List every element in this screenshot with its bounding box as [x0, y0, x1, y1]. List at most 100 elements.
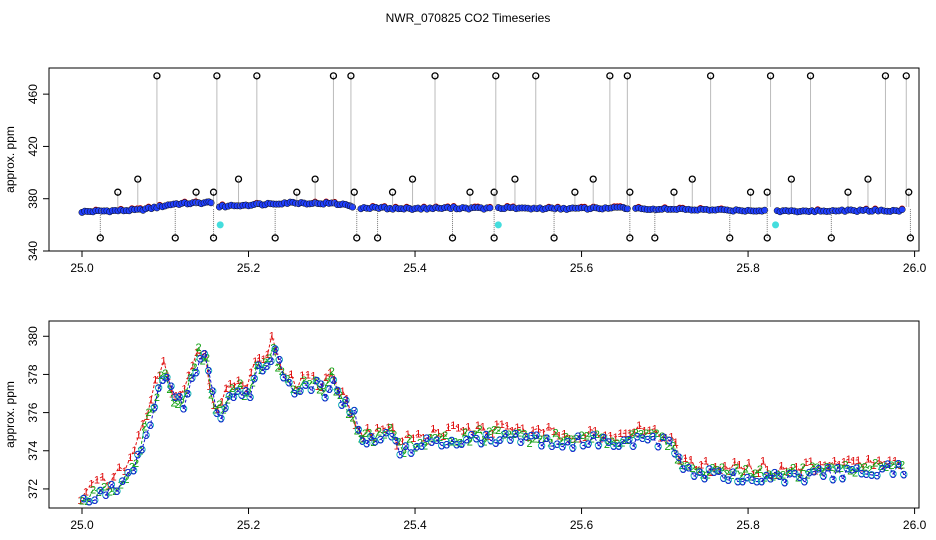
- series-point-label: 1: [602, 430, 608, 442]
- series-point-label: 1: [352, 420, 358, 432]
- series-point-circle: [179, 405, 188, 413]
- series-point-label: 3: [160, 375, 166, 387]
- series-point-circle: [363, 439, 371, 448]
- series-point-label: 2: [511, 429, 517, 441]
- series-point-circle: [615, 442, 623, 450]
- series-point-circle: [599, 433, 608, 442]
- series-point-label: 1: [244, 383, 250, 395]
- series-point-circle: [246, 393, 254, 401]
- series-point-label: 3: [858, 468, 864, 480]
- series-point-label: 1: [520, 423, 526, 435]
- series-point-label: 2: [295, 385, 301, 397]
- series-point-label: 2: [766, 469, 772, 481]
- series-point-label: 1: [582, 432, 588, 444]
- series-point-circle: [594, 441, 603, 449]
- series-point-label: 2: [558, 436, 564, 448]
- spike-marker: [606, 72, 614, 80]
- spike-marker: [787, 175, 796, 183]
- series-point-label: 1: [525, 432, 531, 444]
- spike-marker: [864, 175, 872, 183]
- series-point-label: 3: [143, 430, 149, 442]
- series-point-label: 3: [403, 441, 409, 453]
- series-point-label: 3: [606, 437, 612, 449]
- series-point-label: 1: [256, 352, 262, 364]
- series-point-circle: [638, 434, 647, 442]
- series-point-label: 3: [205, 366, 211, 378]
- series-point-circle: [563, 437, 572, 446]
- series-point-label: 2: [316, 385, 322, 397]
- series-point-label: 3: [326, 384, 332, 396]
- series-point-label: 3: [292, 389, 298, 401]
- series-point-label: 2: [506, 429, 512, 441]
- series-point-label: 3: [544, 433, 550, 445]
- series-point-circle: [684, 463, 693, 472]
- series-point-circle: [333, 386, 342, 395]
- series-point-circle: [506, 436, 515, 444]
- series-point-circle: [437, 441, 446, 450]
- series-point-label: 2: [447, 437, 453, 449]
- series-point-label: 2: [187, 373, 193, 385]
- series-point-label: 3: [81, 493, 87, 505]
- spike-marker: [844, 188, 852, 196]
- series-point-label: 2: [568, 434, 574, 446]
- series-point-label: 3: [740, 476, 746, 488]
- series-point-circle: [350, 406, 358, 415]
- series-point-circle: [129, 466, 138, 475]
- series-point-label: 2: [819, 466, 825, 478]
- series-point-label: 3: [297, 386, 303, 398]
- series-point-label: 2: [852, 468, 858, 480]
- series-point-circle: [150, 403, 159, 411]
- series-point-label: 1: [260, 354, 266, 366]
- series-point-circle: [690, 472, 698, 480]
- series-point-label: 3: [318, 379, 324, 391]
- dip-marker: [373, 234, 382, 242]
- x-tick-label: 25.2: [237, 261, 261, 275]
- series-point-label: 1: [798, 467, 804, 479]
- series-point-label: 2: [442, 430, 448, 442]
- series-point-circle: [221, 404, 229, 412]
- series-point-label: 2: [775, 469, 781, 481]
- series-point-label: 1: [731, 457, 737, 469]
- series-point-circle: [589, 431, 598, 439]
- spike-marker: [213, 72, 221, 80]
- series-point-label: 1: [399, 436, 405, 448]
- series-point-label: 3: [247, 392, 253, 404]
- series-point-label: 3: [502, 429, 508, 441]
- series-point-label: 1: [587, 425, 593, 437]
- series-point-label: 3: [459, 439, 465, 451]
- series-point-circle: [175, 392, 184, 401]
- series-point-label: 3: [473, 434, 479, 446]
- series-point-label: 3: [513, 428, 519, 440]
- series-point-circle: [867, 471, 876, 479]
- y-tick-label: 376: [26, 402, 40, 422]
- series-point-label: 1: [161, 355, 167, 367]
- series-point-label: 1: [299, 370, 305, 382]
- series-point-label: 2: [401, 448, 407, 460]
- series-point-label: 3: [835, 463, 841, 475]
- series-point-label: 3: [676, 452, 682, 464]
- series-point-label: 3: [507, 435, 513, 447]
- series-point-circle: [250, 374, 259, 383]
- series-point-label: 2: [462, 427, 468, 439]
- series-point-label: 3: [721, 473, 727, 485]
- series-point-circle: [209, 387, 217, 395]
- series-point-circle: [113, 487, 121, 495]
- y-tick-label: 460: [26, 84, 40, 104]
- series-point-label: 2: [333, 386, 339, 398]
- series-point-label: 3: [286, 378, 292, 390]
- series-point-label: 3: [666, 435, 672, 447]
- series-point-label: 1: [240, 380, 246, 392]
- series-point-label: 3: [185, 389, 191, 401]
- series-point-label: 1: [703, 456, 709, 468]
- series-point-label: 1: [111, 472, 117, 484]
- series-point-label: 3: [201, 349, 207, 361]
- series-point-label: 3: [616, 441, 622, 453]
- series-point-label: 1: [190, 360, 196, 372]
- series-point-label: 1: [283, 372, 289, 384]
- series-point-circle: [477, 439, 485, 448]
- series-point-label: 3: [303, 380, 309, 392]
- series-point-label: 2: [599, 432, 605, 444]
- series-point-label: 1: [746, 457, 752, 469]
- outlier-point: [772, 221, 780, 229]
- series-point-circle: [719, 474, 728, 482]
